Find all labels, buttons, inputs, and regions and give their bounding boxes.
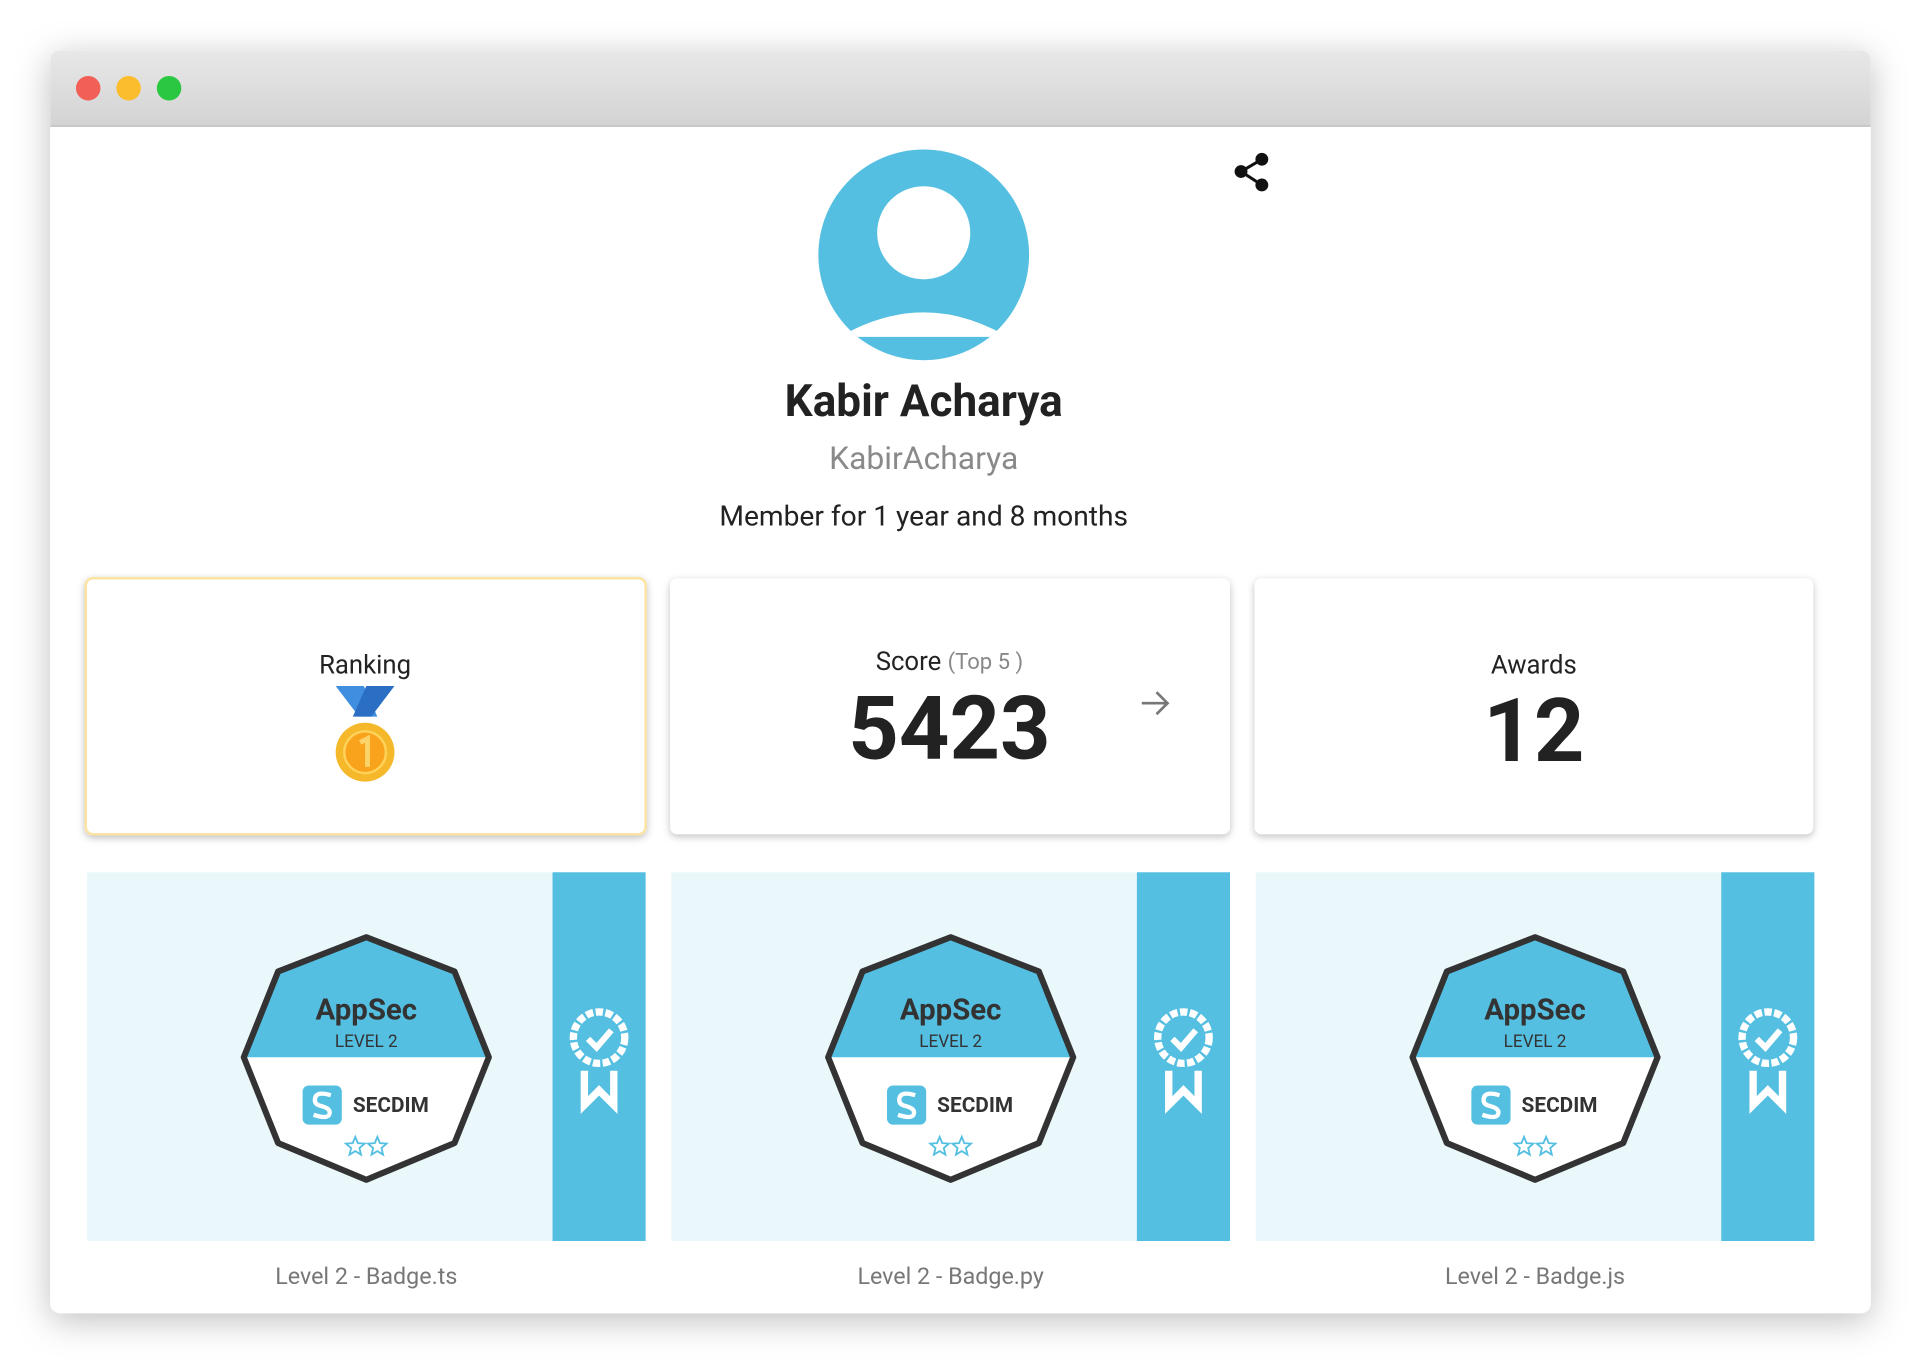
score-label: Score (Top 5 ): [876, 647, 1024, 677]
badge-ribbon: [552, 872, 646, 1242]
badge-level: LEVEL 2: [335, 1032, 398, 1052]
badge-level: LEVEL 2: [919, 1032, 982, 1052]
badge-caption: Level 2 - Badge.js: [1445, 1262, 1625, 1290]
badge-tile[interactable]: AppSec LEVEL 2 SECDIM: [86, 872, 646, 1242]
brand-name: SECDIM: [937, 1094, 1013, 1118]
brand-name: SECDIM: [353, 1094, 429, 1118]
badge-title: AppSec: [1484, 994, 1586, 1028]
badge-star: [950, 1134, 974, 1157]
username: KabirAcharya: [829, 439, 1018, 477]
badge-caption: Level 2 - Badge.ts: [275, 1262, 457, 1290]
badge-star: [1512, 1134, 1536, 1157]
brand-logo-s: [897, 1091, 917, 1120]
brand-name: SECDIM: [1522, 1094, 1598, 1118]
member-since: Member for 1 year and 8 months: [719, 500, 1128, 533]
ribbon-tail: [1749, 1070, 1787, 1114]
title-bar: [50, 50, 1871, 127]
close-button[interactable]: [75, 75, 101, 101]
badge-outline: [1409, 934, 1661, 1183]
badge-title: AppSec: [315, 994, 417, 1028]
awards-value: 12: [1483, 679, 1584, 783]
window-layer: Kabir Acharya KabirAcharya Member for 1 …: [50, 50, 1871, 1314]
avatar: [818, 149, 1030, 361]
score-note: (Top 5 ): [948, 650, 1024, 675]
badge-ribbon: [1721, 872, 1815, 1242]
medal-icon: [335, 686, 395, 782]
badge-caption: Level 2 - Badge.py: [857, 1262, 1043, 1290]
awards-label: Awards: [1491, 650, 1577, 680]
badge-star: [365, 1134, 389, 1157]
awards-card: [1254, 578, 1814, 835]
brand-logo-s: [1481, 1091, 1501, 1120]
maximize-button[interactable]: [156, 75, 182, 101]
score-card[interactable]: [670, 578, 1231, 835]
badge-star: [343, 1134, 367, 1157]
badge-star: [1534, 1134, 1558, 1157]
badge-outline: [240, 934, 492, 1183]
badge-tile[interactable]: AppSec LEVEL 2 SECDIM: [671, 872, 1231, 1242]
share-icon[interactable]: [1234, 152, 1269, 192]
ribbon-check: [585, 1028, 614, 1052]
ranking-label: Ranking: [319, 650, 411, 680]
score-value: 5423: [848, 676, 1050, 780]
score-title: Score: [876, 647, 942, 677]
badge-star: [928, 1134, 952, 1157]
badge-ribbon: [1136, 872, 1231, 1242]
badge-level: LEVEL 2: [1504, 1032, 1567, 1052]
badge-title: AppSec: [900, 994, 1002, 1028]
ribbon-check: [1754, 1028, 1783, 1052]
badge-outline: [825, 934, 1077, 1183]
ribbon-award-icon: [1738, 1008, 1798, 1068]
ribbon-check: [1170, 1028, 1199, 1052]
badge-tile[interactable]: AppSec LEVEL 2 SECDIM: [1255, 872, 1815, 1242]
ribbon-award-icon: [569, 1008, 629, 1068]
user-name: Kabir Acharya: [785, 375, 1063, 427]
ribbon-tail: [580, 1070, 618, 1114]
minimize-button[interactable]: [116, 75, 141, 101]
ribbon-award-icon: [1154, 1008, 1213, 1068]
ribbon-tail: [1165, 1070, 1202, 1114]
arrow-icon[interactable]: [1141, 691, 1170, 716]
brand-logo-s: [312, 1091, 332, 1120]
